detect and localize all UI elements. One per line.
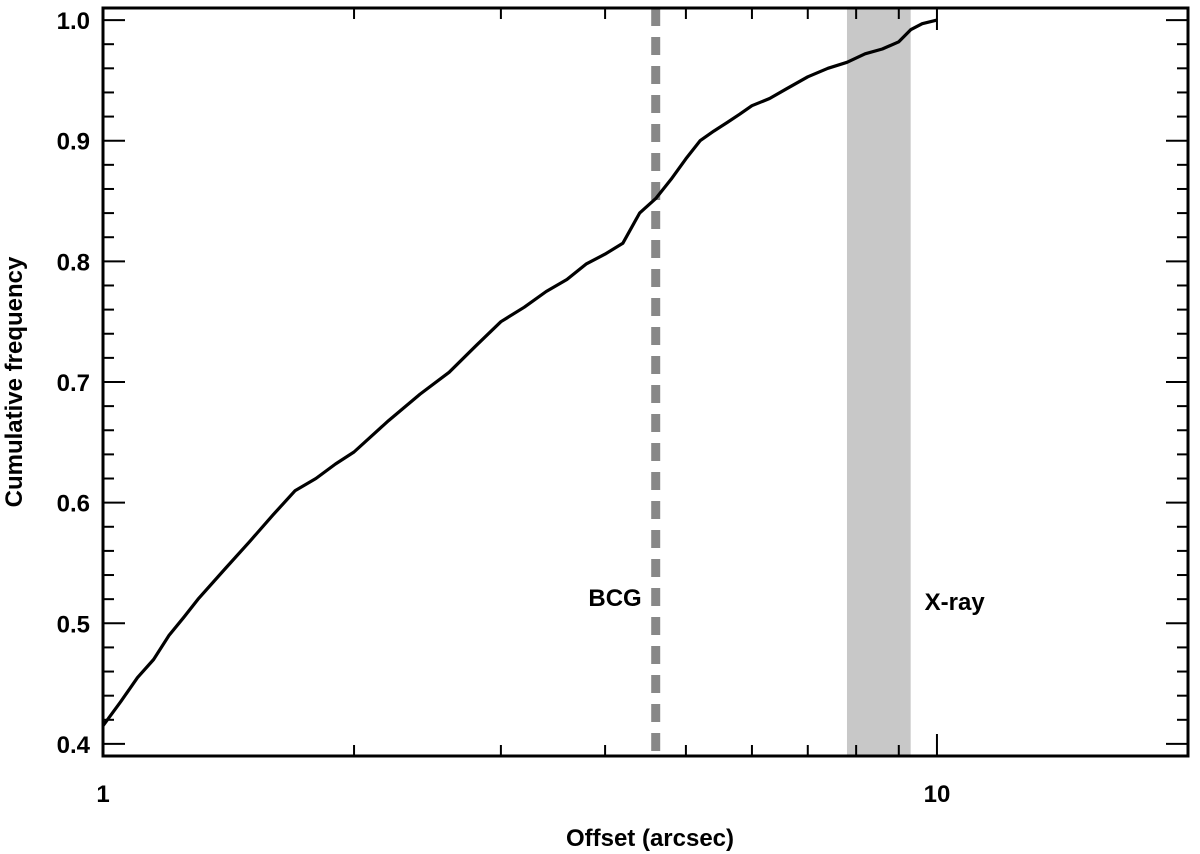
- plot-frame-layer: [101, 6, 1190, 758]
- tick-label-layer: 1 10 0.4 0.5 0.6 0.7 0.8 0.9 1.0: [57, 8, 951, 808]
- y-tick-label: 0.5: [57, 611, 90, 638]
- y-tick-label: 1.0: [57, 8, 90, 35]
- y-axis-title: Cumulative frequency: [1, 256, 28, 507]
- y-tick-label: 0.4: [57, 732, 91, 759]
- plot-frame: [101, 6, 1190, 758]
- x-tick-label: 10: [924, 781, 951, 808]
- y-tick-label: 0.7: [57, 370, 90, 397]
- y-tick-label: 0.9: [57, 129, 90, 156]
- xray-band-label: X-ray: [925, 589, 986, 616]
- bcg-line-label: BCG: [588, 585, 641, 612]
- y-tick-label: 0.8: [57, 249, 90, 276]
- cumulative-curve: [101, 18, 938, 727]
- annotation-label-layer: BCG X-ray: [588, 585, 985, 616]
- xray-band: [846, 8, 911, 756]
- annotation-band-layer: [846, 8, 911, 756]
- y-tick-label: 0.6: [57, 491, 90, 518]
- tick-mark-layer: [102, 8, 1189, 756]
- series-layer: [101, 18, 938, 727]
- x-tick-label: 1: [96, 781, 109, 808]
- x-axis-title: Offset (arcsec): [566, 825, 734, 852]
